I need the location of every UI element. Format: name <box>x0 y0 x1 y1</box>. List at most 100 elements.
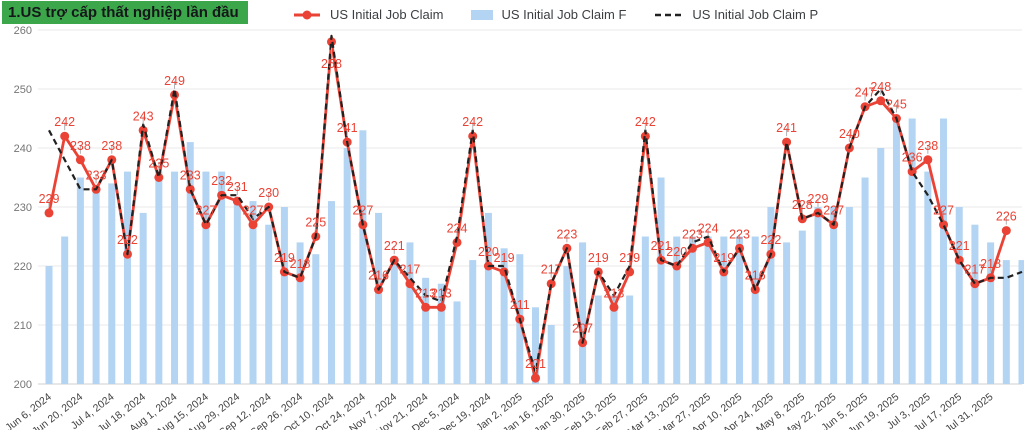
bar[interactable] <box>877 148 885 384</box>
data-point[interactable] <box>60 131 70 141</box>
bar[interactable] <box>704 236 712 385</box>
bar[interactable] <box>202 171 210 384</box>
chart-legend: US Initial Job Claim US Initial Job Clai… <box>292 7 818 22</box>
bar[interactable] <box>955 207 963 384</box>
bar[interactable] <box>688 236 696 385</box>
point-label: 220 <box>666 245 687 259</box>
data-point[interactable] <box>640 131 650 141</box>
bar[interactable] <box>767 207 775 384</box>
bar[interactable] <box>720 236 728 385</box>
bar[interactable] <box>280 207 288 384</box>
bar[interactable] <box>327 201 335 384</box>
bar[interactable] <box>92 189 100 384</box>
bar[interactable] <box>751 236 759 385</box>
bar[interactable] <box>390 260 398 384</box>
legend-label: US Initial Job Claim <box>330 7 444 22</box>
point-label: 233 <box>86 168 107 182</box>
legend-item-us-initial-job-claim-p[interactable]: US Initial Job Claim P <box>654 7 818 22</box>
bar[interactable] <box>736 236 744 385</box>
bar[interactable] <box>940 118 948 385</box>
bar[interactable] <box>673 236 681 385</box>
bar[interactable] <box>186 142 194 384</box>
data-point[interactable] <box>703 237 713 247</box>
bar[interactable] <box>61 236 69 385</box>
data-point[interactable] <box>154 173 164 182</box>
bar[interactable] <box>547 325 555 384</box>
bar[interactable] <box>532 307 539 384</box>
point-label: 242 <box>462 115 483 129</box>
bar[interactable] <box>45 266 53 384</box>
data-point[interactable] <box>295 273 305 283</box>
bar[interactable] <box>218 171 226 384</box>
point-label: 233 <box>180 168 201 182</box>
data-point[interactable] <box>75 155 85 165</box>
bar[interactable] <box>594 295 602 385</box>
bar[interactable] <box>296 242 304 384</box>
data-point[interactable] <box>201 220 211 230</box>
point-label: 229 <box>808 192 829 206</box>
bar[interactable] <box>830 207 838 384</box>
bar[interactable] <box>249 201 257 384</box>
previous-line-dashed[interactable] <box>48 34 1023 374</box>
bar[interactable] <box>861 177 869 385</box>
bar[interactable] <box>1018 260 1024 384</box>
data-point[interactable] <box>609 302 619 312</box>
bar[interactable] <box>233 201 241 384</box>
data-point[interactable] <box>436 302 446 312</box>
data-point[interactable] <box>876 96 886 106</box>
bar[interactable] <box>171 171 179 384</box>
bar[interactable] <box>579 242 587 384</box>
bar[interactable] <box>908 118 916 385</box>
data-point[interactable] <box>625 267 635 277</box>
point-label: 238 <box>70 139 91 153</box>
bar[interactable] <box>924 171 932 384</box>
data-point[interactable] <box>782 137 792 147</box>
bar[interactable] <box>422 277 430 384</box>
legend-item-us-initial-job-claim[interactable]: US Initial Job Claim <box>292 7 443 22</box>
data-point[interactable] <box>248 220 258 230</box>
bar[interactable] <box>343 148 351 384</box>
bar[interactable] <box>845 207 853 384</box>
bar[interactable] <box>139 212 147 384</box>
legend-item-us-initial-job-claim-f[interactable]: US Initial Job Claim F <box>471 7 626 22</box>
bar[interactable] <box>76 177 84 385</box>
bar[interactable] <box>484 212 492 384</box>
bar[interactable] <box>312 254 320 384</box>
bar[interactable] <box>814 207 822 384</box>
data-point[interactable] <box>546 279 556 289</box>
bar[interactable] <box>108 183 116 384</box>
bar[interactable] <box>657 177 665 385</box>
data-point[interactable] <box>452 237 462 247</box>
data-point[interactable] <box>939 220 949 230</box>
data-point[interactable] <box>531 373 540 383</box>
bar[interactable] <box>437 283 445 384</box>
bar[interactable] <box>265 224 273 384</box>
bar[interactable] <box>610 295 618 385</box>
bar[interactable] <box>798 230 806 384</box>
bar[interactable] <box>375 212 383 384</box>
bar[interactable] <box>987 242 995 384</box>
point-label: 224 <box>447 221 468 235</box>
bar[interactable] <box>155 171 163 384</box>
bar[interactable] <box>563 266 571 384</box>
data-point[interactable] <box>421 302 431 312</box>
bar[interactable] <box>783 242 791 384</box>
data-point[interactable] <box>44 208 54 218</box>
bar[interactable] <box>500 248 508 384</box>
bar[interactable] <box>1002 260 1010 384</box>
data-point[interactable] <box>185 184 195 194</box>
point-label: 232 <box>211 174 232 188</box>
data-point[interactable] <box>923 155 933 165</box>
bar[interactable] <box>892 118 900 385</box>
point-label: 245 <box>886 98 907 112</box>
bar[interactable] <box>359 130 367 384</box>
bar[interactable] <box>453 301 461 384</box>
bar[interactable] <box>626 295 634 385</box>
bar[interactable] <box>971 224 979 384</box>
data-point[interactable] <box>1001 226 1011 236</box>
bar[interactable] <box>641 236 649 385</box>
bar[interactable] <box>406 242 414 384</box>
point-label: 219 <box>588 251 609 265</box>
bar[interactable] <box>123 171 131 384</box>
bar[interactable] <box>469 260 477 384</box>
